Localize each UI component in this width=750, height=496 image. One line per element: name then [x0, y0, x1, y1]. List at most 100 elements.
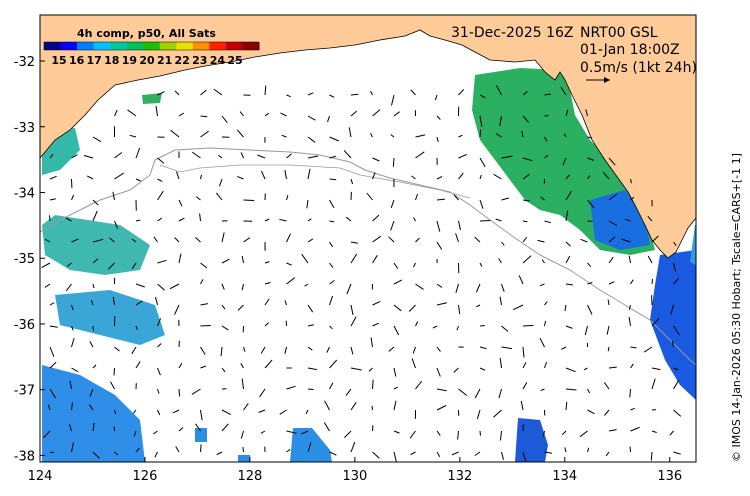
current-vector — [131, 262, 137, 270]
current-vector — [584, 325, 588, 336]
current-vector — [544, 136, 548, 142]
current-vector — [432, 325, 438, 329]
current-vector — [390, 199, 395, 208]
current-vector — [286, 448, 291, 453]
current-vector — [372, 172, 376, 180]
x-tick-label: 128 — [238, 469, 263, 484]
current-vector — [241, 255, 244, 264]
current-vector — [436, 175, 443, 180]
current-vector — [393, 430, 400, 434]
current-vector — [92, 210, 98, 222]
current-vector — [412, 346, 416, 354]
current-vector — [329, 136, 339, 142]
current-vector — [258, 409, 266, 413]
current-vector — [323, 422, 330, 432]
current-vector — [175, 446, 180, 453]
current-vector — [329, 241, 334, 248]
current-vector — [240, 362, 244, 369]
current-vector — [560, 86, 567, 96]
current-vector — [200, 174, 202, 180]
colorbar-label: 23 — [192, 54, 207, 67]
current-vector — [495, 133, 502, 138]
current-vector — [135, 325, 139, 330]
colorbar-swatch — [93, 42, 111, 50]
current-vector — [587, 409, 595, 415]
colorbar-label: 16 — [69, 54, 85, 67]
current-vector — [169, 283, 180, 290]
current-vector — [195, 237, 201, 243]
current-vector — [544, 320, 547, 327]
current-vector — [153, 430, 158, 435]
current-vector — [281, 134, 287, 138]
current-vector — [479, 262, 483, 267]
current-vector — [307, 168, 311, 180]
plot-frame — [39, 14, 697, 463]
current-vector — [479, 367, 486, 371]
colorbar-swatch — [126, 42, 144, 50]
current-vector — [501, 241, 505, 246]
current-vector — [608, 256, 614, 264]
current-vector — [346, 283, 352, 295]
current-vector — [495, 85, 502, 96]
current-vector — [583, 367, 588, 371]
current-vector — [521, 130, 524, 138]
current-vector — [458, 220, 461, 231]
current-vector — [522, 255, 532, 264]
current-vector — [522, 346, 525, 358]
current-vector — [350, 441, 356, 453]
current-vector — [307, 115, 316, 121]
colorbar-label: 25 — [227, 54, 242, 67]
current-vector — [157, 388, 160, 394]
current-vector — [200, 115, 208, 118]
current-vector — [544, 154, 549, 159]
colorbar-swatch — [60, 42, 78, 50]
current-vector — [47, 404, 51, 411]
current-vector — [329, 94, 335, 98]
current-vector — [221, 115, 228, 124]
current-vector — [307, 155, 319, 159]
current-vector — [284, 169, 287, 180]
current-vector — [474, 236, 481, 243]
current-vector — [157, 178, 163, 182]
current-vector — [495, 218, 502, 222]
current-vector — [68, 423, 72, 432]
current-vector — [157, 343, 162, 348]
sst-patch-far-east — [650, 250, 696, 400]
current-vector — [307, 304, 314, 313]
current-vector — [522, 451, 526, 462]
current-vector — [544, 361, 548, 369]
current-vector — [413, 262, 416, 268]
current-vector — [458, 88, 465, 96]
colorbar-swatch — [225, 42, 243, 50]
current-vector — [127, 109, 137, 117]
current-vector — [499, 296, 502, 306]
y-tick-label: -32 — [14, 55, 35, 70]
current-vector — [49, 215, 51, 222]
current-vector — [345, 388, 352, 396]
current-vector — [647, 255, 653, 264]
colorbar-swatch — [159, 42, 177, 50]
current-vector — [329, 295, 334, 306]
current-vector — [286, 430, 297, 434]
current-vector — [393, 400, 397, 411]
current-vector — [512, 304, 524, 311]
current-vector — [451, 451, 459, 456]
current-vector — [42, 430, 51, 439]
current-vector — [221, 367, 226, 373]
current-vector — [455, 283, 459, 294]
current-vector — [307, 346, 313, 351]
current-vector — [436, 283, 443, 288]
current-vector — [436, 136, 439, 143]
current-vector — [501, 197, 510, 201]
x-tick-label: 126 — [133, 469, 158, 484]
current-vector — [200, 444, 202, 453]
current-vector — [415, 283, 424, 290]
current-vector — [195, 196, 201, 201]
current-vector — [372, 214, 380, 222]
current-vector — [474, 388, 481, 399]
current-vector — [651, 235, 659, 243]
current-vector — [92, 258, 99, 264]
current-vector — [286, 194, 289, 201]
current-vector — [522, 173, 530, 180]
land-australia — [40, 15, 696, 259]
